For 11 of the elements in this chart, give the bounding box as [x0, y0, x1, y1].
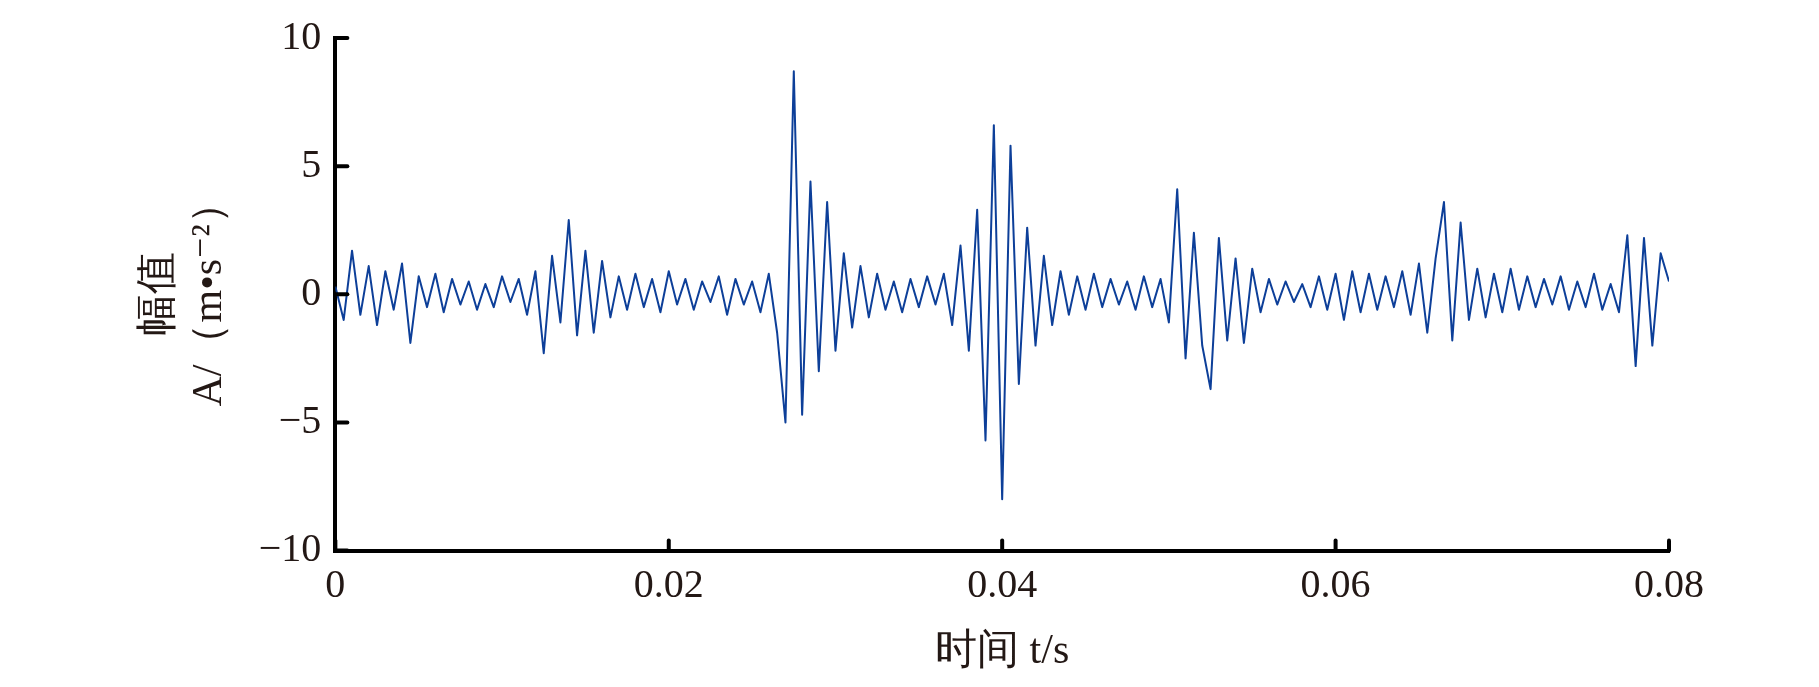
- y-tick-label: −10: [258, 525, 322, 571]
- y-tick-label: 5: [301, 140, 322, 186]
- y-tick-label: 10: [281, 12, 322, 58]
- x-tick-label: 0.06: [1300, 561, 1371, 607]
- x-axis-title: 时间 t/s: [935, 625, 1070, 672]
- y-tick-label: −5: [278, 396, 322, 442]
- y-tick-label: 0: [301, 268, 322, 314]
- x-tick-label: 0.02: [633, 561, 704, 607]
- x-tick-label: 0.08: [1634, 561, 1704, 607]
- x-tick-label: 0.04: [967, 561, 1038, 607]
- y-axis-title: 幅值 A/（m•s⁻²）: [133, 182, 230, 407]
